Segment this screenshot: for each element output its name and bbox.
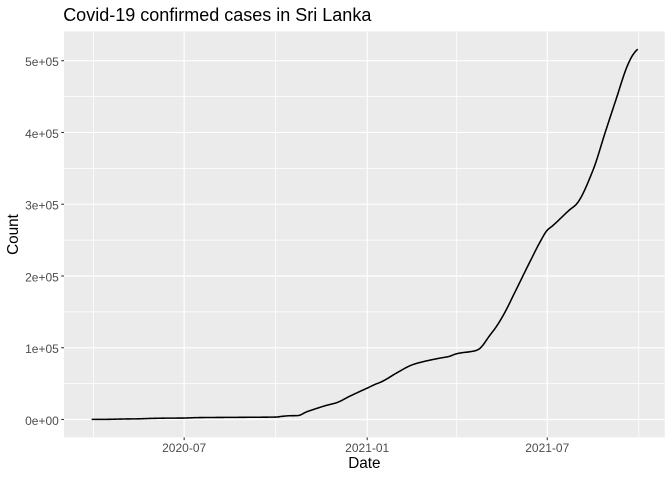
svg-text:1e+05: 1e+05	[25, 342, 59, 356]
svg-text:0e+00: 0e+00	[25, 414, 59, 428]
svg-text:4e+05: 4e+05	[25, 127, 59, 141]
svg-text:Covid-19 confirmed cases in Sr: Covid-19 confirmed cases in Sri Lanka	[63, 5, 372, 25]
svg-text:2021-01: 2021-01	[345, 441, 389, 455]
svg-text:2021-07: 2021-07	[525, 441, 569, 455]
svg-text:Date: Date	[348, 455, 380, 472]
svg-text:2e+05: 2e+05	[25, 270, 59, 284]
svg-text:2020-07: 2020-07	[162, 441, 206, 455]
svg-text:5e+05: 5e+05	[25, 55, 59, 69]
svg-text:3e+05: 3e+05	[25, 199, 59, 213]
svg-text:Count: Count	[5, 213, 22, 255]
